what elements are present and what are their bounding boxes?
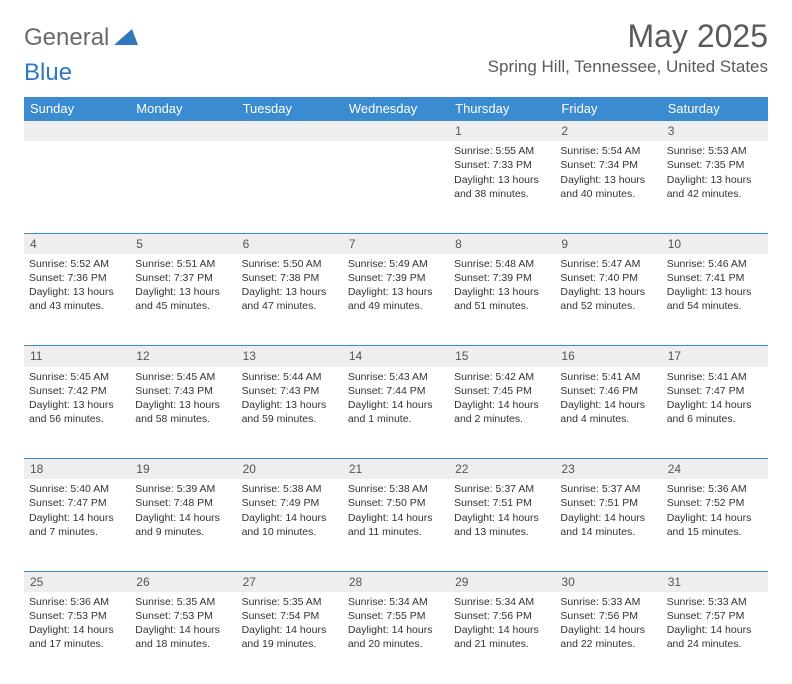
day-content-row: Sunrise: 5:40 AMSunset: 7:47 PMDaylight:… [24, 479, 768, 571]
day-number-row: 45678910 [24, 233, 768, 254]
day-cell: Sunrise: 5:42 AMSunset: 7:45 PMDaylight:… [449, 367, 555, 459]
day-number: 20 [237, 459, 343, 480]
day-number: 24 [662, 459, 768, 480]
day-cell: Sunrise: 5:45 AMSunset: 7:42 PMDaylight:… [24, 367, 130, 459]
day-cell: Sunrise: 5:37 AMSunset: 7:51 PMDaylight:… [449, 479, 555, 571]
day-cell: Sunrise: 5:36 AMSunset: 7:52 PMDaylight:… [662, 479, 768, 571]
day-number: 11 [24, 346, 130, 367]
day-cell: Sunrise: 5:41 AMSunset: 7:46 PMDaylight:… [555, 367, 661, 459]
day-cell: Sunrise: 5:33 AMSunset: 7:57 PMDaylight:… [662, 592, 768, 684]
day-number: 19 [130, 459, 236, 480]
day-number: 23 [555, 459, 661, 480]
day-number: 4 [24, 233, 130, 254]
day-number-row: 11121314151617 [24, 346, 768, 367]
day-number: 30 [555, 571, 661, 592]
day-number: 22 [449, 459, 555, 480]
day-cell: Sunrise: 5:51 AMSunset: 7:37 PMDaylight:… [130, 254, 236, 346]
logo-text-blue: Blue [24, 59, 72, 86]
day-header: Thursday [449, 97, 555, 121]
day-cell: Sunrise: 5:33 AMSunset: 7:56 PMDaylight:… [555, 592, 661, 684]
day-cell [237, 141, 343, 233]
day-number [343, 121, 449, 142]
day-cell: Sunrise: 5:36 AMSunset: 7:53 PMDaylight:… [24, 592, 130, 684]
day-number: 10 [662, 233, 768, 254]
day-header: Sunday [24, 97, 130, 121]
day-cell [130, 141, 236, 233]
day-number-row: 18192021222324 [24, 459, 768, 480]
day-number: 5 [130, 233, 236, 254]
day-header: Saturday [662, 97, 768, 121]
day-number: 16 [555, 346, 661, 367]
day-number [237, 121, 343, 142]
day-number: 8 [449, 233, 555, 254]
day-cell: Sunrise: 5:39 AMSunset: 7:48 PMDaylight:… [130, 479, 236, 571]
day-cell: Sunrise: 5:55 AMSunset: 7:33 PMDaylight:… [449, 141, 555, 233]
day-cell [343, 141, 449, 233]
day-number: 12 [130, 346, 236, 367]
day-content-row: Sunrise: 5:52 AMSunset: 7:36 PMDaylight:… [24, 254, 768, 346]
day-number: 3 [662, 121, 768, 142]
day-number: 29 [449, 571, 555, 592]
day-number: 2 [555, 121, 661, 142]
day-number: 28 [343, 571, 449, 592]
day-number: 27 [237, 571, 343, 592]
day-cell: Sunrise: 5:35 AMSunset: 7:54 PMDaylight:… [237, 592, 343, 684]
day-header: Wednesday [343, 97, 449, 121]
logo-text-general: General [24, 24, 109, 52]
day-number: 1 [449, 121, 555, 142]
day-number: 14 [343, 346, 449, 367]
day-number: 21 [343, 459, 449, 480]
day-cell: Sunrise: 5:45 AMSunset: 7:43 PMDaylight:… [130, 367, 236, 459]
day-number: 25 [24, 571, 130, 592]
day-content-row: Sunrise: 5:55 AMSunset: 7:33 PMDaylight:… [24, 141, 768, 233]
day-cell: Sunrise: 5:53 AMSunset: 7:35 PMDaylight:… [662, 141, 768, 233]
day-header: Tuesday [237, 97, 343, 121]
day-number: 26 [130, 571, 236, 592]
day-number: 9 [555, 233, 661, 254]
day-cell: Sunrise: 5:35 AMSunset: 7:53 PMDaylight:… [130, 592, 236, 684]
day-cell [24, 141, 130, 233]
day-cell: Sunrise: 5:47 AMSunset: 7:40 PMDaylight:… [555, 254, 661, 346]
day-cell: Sunrise: 5:37 AMSunset: 7:51 PMDaylight:… [555, 479, 661, 571]
day-number-row: 123 [24, 121, 768, 142]
logo-triangle-icon [114, 27, 138, 50]
calendar-table: SundayMondayTuesdayWednesdayThursdayFrid… [24, 97, 768, 684]
day-cell: Sunrise: 5:40 AMSunset: 7:47 PMDaylight:… [24, 479, 130, 571]
day-number: 7 [343, 233, 449, 254]
day-cell: Sunrise: 5:50 AMSunset: 7:38 PMDaylight:… [237, 254, 343, 346]
day-header: Friday [555, 97, 661, 121]
day-number [130, 121, 236, 142]
day-number: 6 [237, 233, 343, 254]
day-cell: Sunrise: 5:38 AMSunset: 7:50 PMDaylight:… [343, 479, 449, 571]
day-number [24, 121, 130, 142]
day-cell: Sunrise: 5:44 AMSunset: 7:43 PMDaylight:… [237, 367, 343, 459]
day-content-row: Sunrise: 5:45 AMSunset: 7:42 PMDaylight:… [24, 367, 768, 459]
day-header: Monday [130, 97, 236, 121]
day-number: 31 [662, 571, 768, 592]
month-title: May 2025 [488, 18, 768, 55]
day-cell: Sunrise: 5:43 AMSunset: 7:44 PMDaylight:… [343, 367, 449, 459]
day-number: 18 [24, 459, 130, 480]
day-cell: Sunrise: 5:52 AMSunset: 7:36 PMDaylight:… [24, 254, 130, 346]
day-cell: Sunrise: 5:34 AMSunset: 7:55 PMDaylight:… [343, 592, 449, 684]
day-number: 15 [449, 346, 555, 367]
day-cell: Sunrise: 5:38 AMSunset: 7:49 PMDaylight:… [237, 479, 343, 571]
logo: General [24, 24, 140, 52]
day-header-row: SundayMondayTuesdayWednesdayThursdayFrid… [24, 97, 768, 121]
day-number-row: 25262728293031 [24, 571, 768, 592]
day-cell: Sunrise: 5:48 AMSunset: 7:39 PMDaylight:… [449, 254, 555, 346]
day-cell: Sunrise: 5:34 AMSunset: 7:56 PMDaylight:… [449, 592, 555, 684]
day-content-row: Sunrise: 5:36 AMSunset: 7:53 PMDaylight:… [24, 592, 768, 684]
day-cell: Sunrise: 5:46 AMSunset: 7:41 PMDaylight:… [662, 254, 768, 346]
day-cell: Sunrise: 5:54 AMSunset: 7:34 PMDaylight:… [555, 141, 661, 233]
day-cell: Sunrise: 5:41 AMSunset: 7:47 PMDaylight:… [662, 367, 768, 459]
day-number: 13 [237, 346, 343, 367]
day-cell: Sunrise: 5:49 AMSunset: 7:39 PMDaylight:… [343, 254, 449, 346]
day-number: 17 [662, 346, 768, 367]
